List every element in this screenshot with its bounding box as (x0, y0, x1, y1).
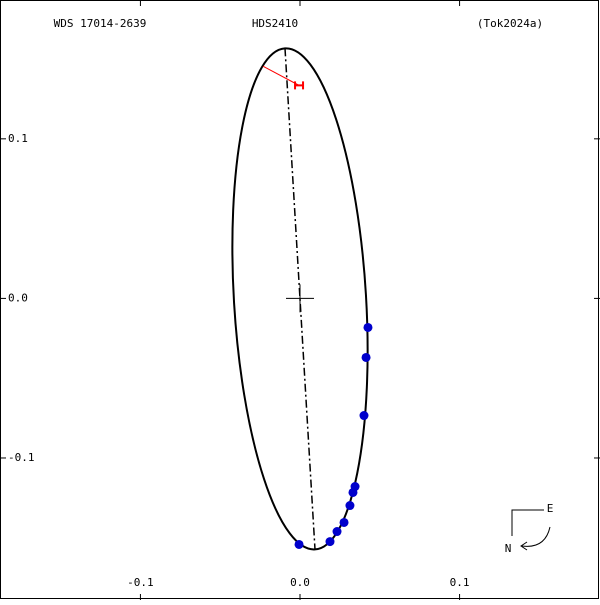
measure-point (325, 537, 335, 547)
residual-point (294, 81, 305, 90)
chart-reference: (Tok2024a) (477, 17, 543, 30)
y-tick-label: 0.0 (8, 291, 28, 304)
compass-east: E (547, 502, 554, 515)
measure-point (332, 527, 342, 537)
measure-point (348, 487, 358, 497)
x-tick-label: 0.1 (450, 576, 470, 589)
y-tick-label: -0.1 (8, 451, 35, 464)
measure-point (345, 501, 355, 511)
line-of-apsides (284, 48, 316, 550)
measure-point (359, 411, 369, 421)
measure-point (361, 352, 371, 362)
x-tick-label: -0.1 (127, 576, 154, 589)
y-tick-label: 0.1 (8, 132, 28, 145)
chart-subtitle: WDS 17014-2639 (54, 17, 147, 30)
compass: E N (505, 502, 554, 555)
residual-line (262, 65, 300, 86)
chart-title: HDS2410 (252, 17, 298, 30)
x-tick-label: 0.0 (290, 576, 310, 589)
compass-north: N (505, 542, 512, 555)
compass-axes (511, 509, 544, 536)
compass-arrowhead (520, 541, 528, 551)
measure-point (339, 517, 349, 527)
measure-point (294, 539, 304, 549)
compass-arrow (521, 526, 551, 547)
measure-point (363, 322, 373, 332)
